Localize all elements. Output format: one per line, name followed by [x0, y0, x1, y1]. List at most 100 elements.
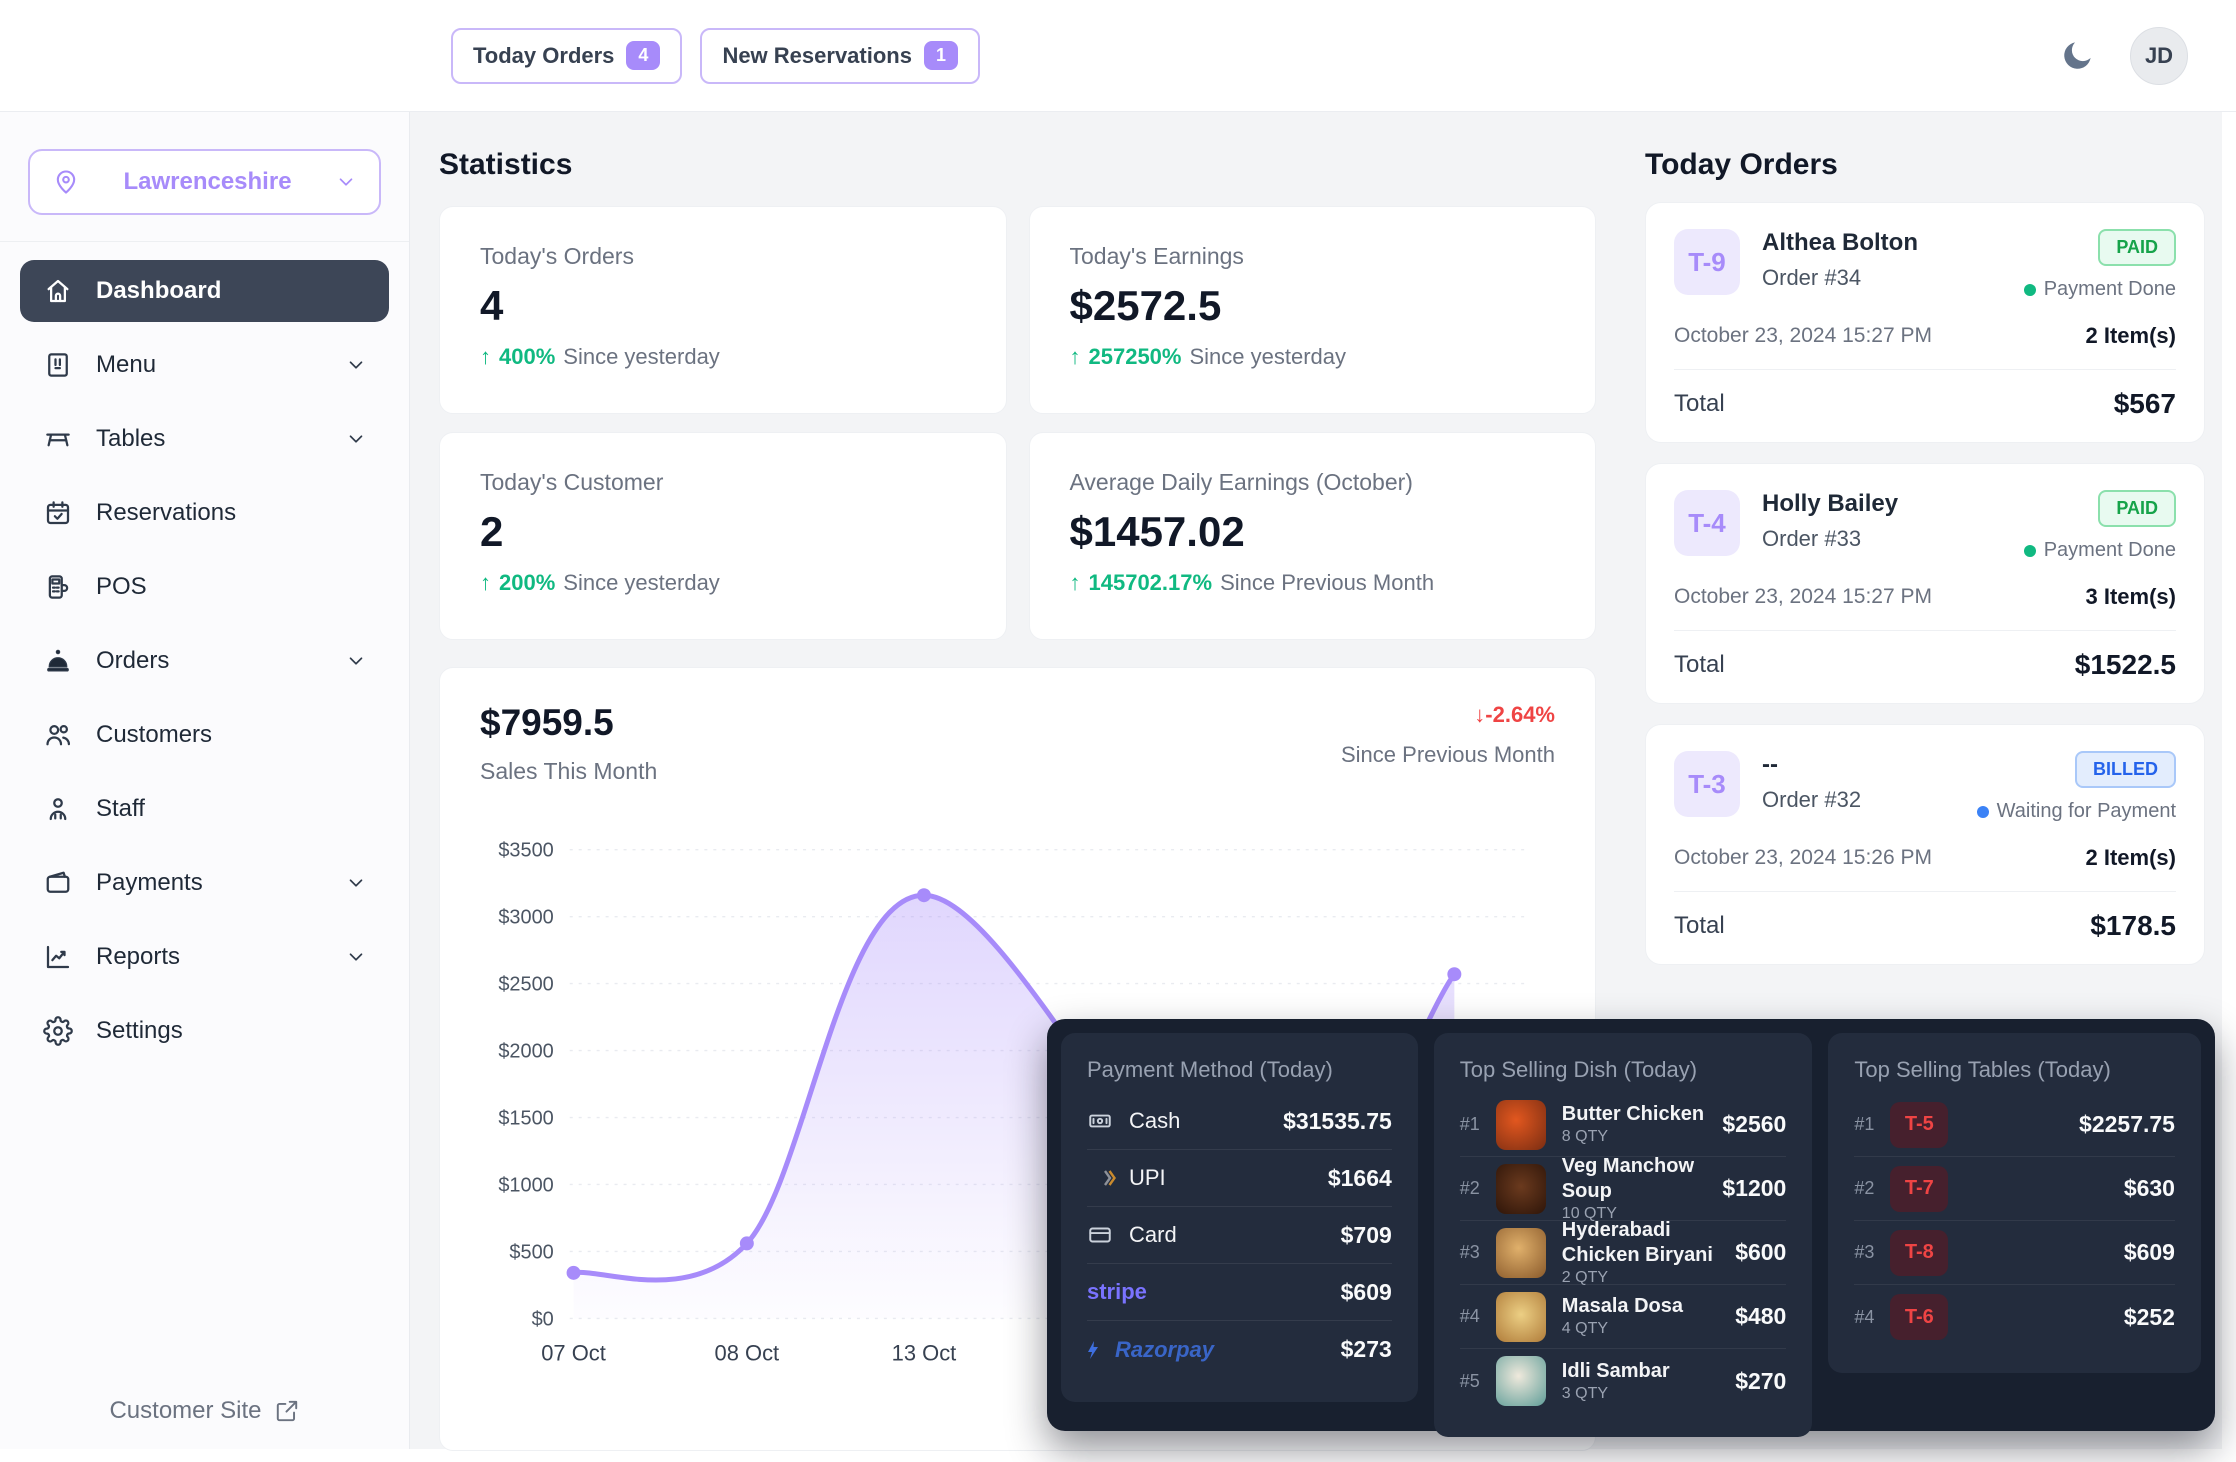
sidebar-item-label: Staff — [96, 795, 145, 822]
rank-label: #2 — [1854, 1178, 1875, 1198]
payment-row-upi: UPI $1664 — [1087, 1150, 1392, 1207]
total-label: Total — [1674, 390, 1725, 417]
avatar[interactable]: JD — [2130, 26, 2188, 85]
sidebar-item-label: Payments — [96, 869, 203, 896]
customer-name: Althea Bolton — [1762, 229, 1918, 256]
payment-row-stripe: stripe $609 — [1087, 1264, 1392, 1321]
sidebar-item-label: Menu — [96, 351, 157, 378]
payment-method-amount: $609 — [1340, 1278, 1392, 1305]
dish-amount: $1200 — [1722, 1175, 1787, 1201]
today-orders-button[interactable]: Today Orders 4 — [451, 27, 683, 84]
location-pin-icon — [56, 170, 76, 194]
order-card-33[interactable]: T-4 Holly Bailey Order #33 PAID Payment … — [1645, 463, 2205, 704]
stat-delta: ↑ 257250% Since yesterday — [1070, 344, 1556, 370]
location-selector[interactable]: Lawrenceshire — [28, 149, 381, 215]
sidebar-item-dashboard[interactable]: Dashboard — [20, 260, 389, 322]
svg-text:$1000: $1000 — [498, 1174, 553, 1196]
sidebar-item-staff[interactable]: Staff — [20, 772, 389, 846]
total-label: Total — [1674, 651, 1725, 678]
svg-text:08 Oct: 08 Oct — [715, 1340, 780, 1365]
total-amount: $1522.5 — [2074, 649, 2176, 680]
payment-method-amount: $31535.75 — [1283, 1107, 1392, 1134]
dish-qty: 8 QTY — [1561, 1128, 1609, 1145]
divider — [1674, 630, 2176, 631]
stat-label: Today's Customer — [480, 469, 664, 495]
payment-method-name: Card — [1129, 1222, 1177, 1247]
razorpay-bolt-icon — [1087, 1338, 1103, 1362]
dish-photo — [1495, 1099, 1546, 1150]
customer-name: Holly Bailey — [1762, 490, 1899, 517]
stats-grid: Today's Orders 4 ↑ 400% Since yesterday T… — [439, 206, 1596, 640]
sidebar-item-pos[interactable]: POS — [20, 550, 389, 624]
dish-photo — [1495, 1227, 1546, 1278]
order-items-count: 2 Item(s) — [2085, 323, 2176, 348]
sidebar-divider — [0, 241, 409, 242]
delta-percent: 145702.17% — [1088, 570, 1213, 595]
delta-suffix: Since yesterday — [563, 344, 720, 369]
sidebar-item-payments[interactable]: Payments — [20, 846, 389, 920]
table-icon — [42, 423, 74, 455]
rank-label: #1 — [1459, 1114, 1480, 1134]
table-badge: T-7 — [1890, 1165, 1949, 1212]
rank-label: #3 — [1854, 1242, 1875, 1262]
dish-amount: $480 — [1735, 1303, 1787, 1329]
table-badge: T-6 — [1890, 1294, 1949, 1340]
payment-method-name: Cash — [1129, 1108, 1181, 1133]
customer-site-label: Customer Site — [109, 1397, 262, 1424]
moon-icon[interactable] — [2058, 37, 2096, 75]
order-card-34[interactable]: T-9 Althea Bolton Order #34 PAID Payment… — [1645, 202, 2205, 443]
payment-method-amount: $1664 — [1327, 1164, 1392, 1191]
customer-site-link[interactable]: Customer Site — [0, 1397, 409, 1425]
new-reservations-button[interactable]: New Reservations 1 — [700, 27, 980, 84]
stat-value: $1457.02 — [1069, 508, 1245, 555]
order-card-32[interactable]: T-3 -- Order #32 BILLED Waiting for Paym… — [1645, 724, 2205, 965]
sidebar-item-reports[interactable]: Reports — [20, 920, 389, 994]
calendar-check-icon — [42, 497, 74, 529]
dish-amount: $2560 — [1722, 1111, 1787, 1137]
up-arrow-icon: ↑ — [480, 570, 491, 595]
order-datetime: October 23, 2024 15:26 PM — [1674, 846, 1932, 869]
top-selling-dish-panel: Top Selling Dish (Today) #1 Butter Chick… — [1433, 1033, 1813, 1437]
delta-suffix: Since Previous Month — [1220, 570, 1435, 595]
home-icon — [42, 275, 74, 307]
payment-row-card: Card $709 — [1087, 1207, 1392, 1264]
stat-delta: ↑ 400% Since yesterday — [480, 344, 966, 370]
sidebar-item-settings[interactable]: Settings — [20, 994, 389, 1068]
sidebar-item-label: Tables — [96, 425, 166, 452]
sales-delta: ↓-2.64% — [1474, 702, 1555, 727]
rank-label: #3 — [1459, 1242, 1480, 1262]
dish-qty: 10 QTY — [1561, 1204, 1617, 1222]
sidebar-nav: Dashboard Menu Tables Reservations POS — [0, 260, 409, 1068]
sidebar-item-label: Dashboard — [96, 277, 222, 304]
table-row-4: #4 T-6 $252 — [1854, 1285, 2175, 1349]
table-badge: T-8 — [1890, 1229, 1949, 1276]
sidebar-item-customers[interactable]: Customers — [20, 698, 389, 772]
order-number: Order #34 — [1762, 265, 1862, 290]
up-arrow-icon: ↑ — [1069, 570, 1081, 595]
stat-value: 2 — [480, 508, 504, 555]
payment-method-title: Payment Method (Today) — [1087, 1057, 1333, 1082]
svg-text:$3500: $3500 — [498, 840, 553, 862]
trend-chart-icon — [42, 941, 74, 973]
users-icon — [42, 719, 74, 751]
sidebar-item-tables[interactable]: Tables — [20, 402, 389, 476]
sidebar-item-orders[interactable]: Orders — [20, 624, 389, 698]
status-badge: PAID — [2098, 229, 2176, 266]
up-arrow-icon: ↑ — [480, 344, 491, 369]
new-reservations-count-badge: 1 — [923, 41, 958, 70]
stat-card-todays-orders: Today's Orders 4 ↑ 400% Since yesterday — [439, 206, 1007, 414]
status-note: Payment Done — [2023, 278, 2176, 301]
dish-row-5: #5 Idli Sambar 3 QTY $270 — [1460, 1349, 1786, 1413]
sidebar-item-menu[interactable]: Menu — [20, 328, 389, 402]
customer-name: -- — [1762, 751, 1778, 778]
sidebar-item-reservations[interactable]: Reservations — [20, 476, 389, 550]
header-quick-buttons: Today Orders 4 New Reservations 1 — [451, 27, 980, 84]
sales-total: $7959.5 — [480, 702, 614, 743]
rank-label: #1 — [1854, 1114, 1875, 1134]
dish-name: Butter Chicken — [1561, 1103, 1705, 1125]
sidebar-item-label: Settings — [96, 1017, 183, 1044]
new-reservations-button-label: New Reservations — [722, 42, 912, 68]
green-dot-icon — [2023, 283, 2036, 296]
dish-qty: 3 QTY — [1561, 1384, 1609, 1402]
today-orders-button-label: Today Orders — [473, 42, 615, 68]
